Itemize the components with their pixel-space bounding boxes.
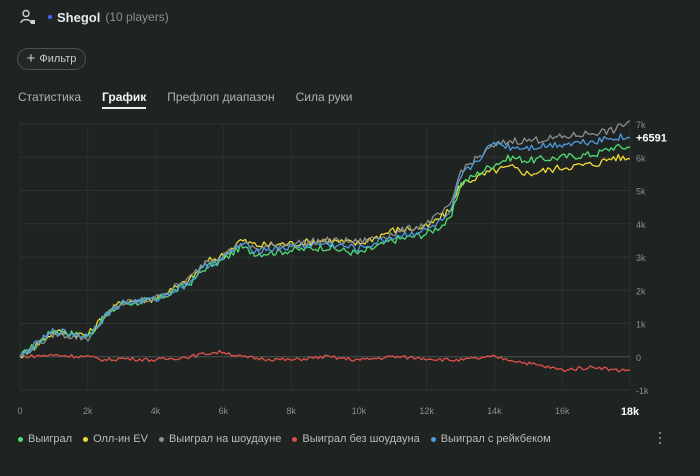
x-axis-ticks: 0 2k 4k 6k 8k 10k 12k 14k 16k 18k	[17, 406, 640, 418]
x-tick-label: 14k	[487, 406, 502, 416]
chart-grid	[19, 123, 631, 391]
series-line[interactable]	[19, 133, 631, 358]
legend-label: Выиграл без шоудауна	[302, 433, 420, 445]
user-settings-icon[interactable]	[20, 9, 36, 25]
legend-item-won-showdown[interactable]: Выиграл на шоудауне	[158, 433, 282, 445]
legend-label: Выиграл на шоудауне	[168, 433, 282, 445]
x-tick-label: 6k	[219, 406, 229, 416]
y-tick-label: -1k	[636, 386, 649, 396]
legend-dot	[430, 436, 436, 442]
legend-label: Выиграл	[28, 433, 73, 445]
y-tick-label: 6k	[636, 153, 646, 163]
player-count: (10 players)	[105, 10, 169, 24]
x-tick-label: 2k	[83, 406, 93, 416]
tab-statistics[interactable]: Статистика	[18, 90, 82, 104]
filter-button[interactable]: + Фильтр	[17, 48, 86, 70]
chart-series	[19, 120, 631, 373]
series-line[interactable]	[19, 120, 631, 358]
series-line[interactable]	[19, 143, 631, 358]
series-line[interactable]	[19, 349, 631, 373]
tab-preflop-range[interactable]: Префлоп диапазон	[167, 90, 275, 104]
series-line[interactable]	[19, 153, 631, 359]
player-color-dot	[48, 15, 52, 19]
legend-label: Олл-ин EV	[93, 433, 148, 445]
tab-bar: Статистика График Префлоп диапазон Сила …	[18, 90, 373, 109]
end-value-label: +6591	[636, 133, 667, 145]
winnings-chart[interactable]: -1k 0 1k 2k 3k 4k 5k 6k 7k 0 2k 4k 6k 8k 10k 12k 14k 16k…	[0, 112, 700, 422]
y-tick-label: 5k	[636, 187, 646, 197]
plus-icon: +	[26, 50, 36, 67]
x-tick-label: 12k	[419, 406, 434, 416]
x-tick-label: 4k	[151, 406, 161, 416]
y-tick-label: 4k	[636, 220, 646, 230]
x-tick-label: 8k	[286, 406, 296, 416]
header: Shegol (10 players)	[20, 8, 169, 26]
legend-label: Выиграл с рейкбеком	[440, 433, 551, 445]
tab-hand-strength[interactable]: Сила руки	[295, 90, 353, 104]
x-tick-label: 0	[17, 406, 22, 416]
y-tick-label: 3k	[636, 253, 646, 263]
filter-label: Фильтр	[39, 53, 77, 65]
y-tick-label: 1k	[636, 320, 646, 330]
y-axis-ticks: -1k 0 1k 2k 3k 4k 5k 6k 7k	[636, 120, 649, 396]
chart-legend: Выиграл Олл-ин EV Выиграл на шоудауне Вы…	[18, 433, 562, 445]
legend-dot	[18, 436, 23, 442]
y-tick-label: 2k	[636, 286, 646, 296]
legend-item-allin-ev[interactable]: Олл-ин EV	[83, 433, 148, 445]
y-tick-label: 0	[636, 353, 641, 363]
y-tick-label: 7k	[636, 120, 646, 130]
x-tick-label: 10k	[352, 406, 367, 416]
legend-item-won[interactable]: Выиграл	[18, 433, 72, 445]
legend-dot	[83, 436, 89, 442]
player-name[interactable]: Shegol	[57, 9, 101, 25]
vertical-dots-icon[interactable]	[656, 431, 664, 445]
x-tick-label: 18k	[621, 406, 640, 418]
legend-dot	[158, 436, 164, 442]
legend-item-won-no-showdown[interactable]: Выиграл без шоудауна	[292, 433, 420, 445]
tab-graph[interactable]: График	[102, 90, 147, 109]
x-tick-label: 16k	[555, 406, 570, 416]
legend-dot	[292, 436, 298, 442]
legend-item-won-rakeback[interactable]: Выиграл с рейкбеком	[430, 433, 551, 445]
